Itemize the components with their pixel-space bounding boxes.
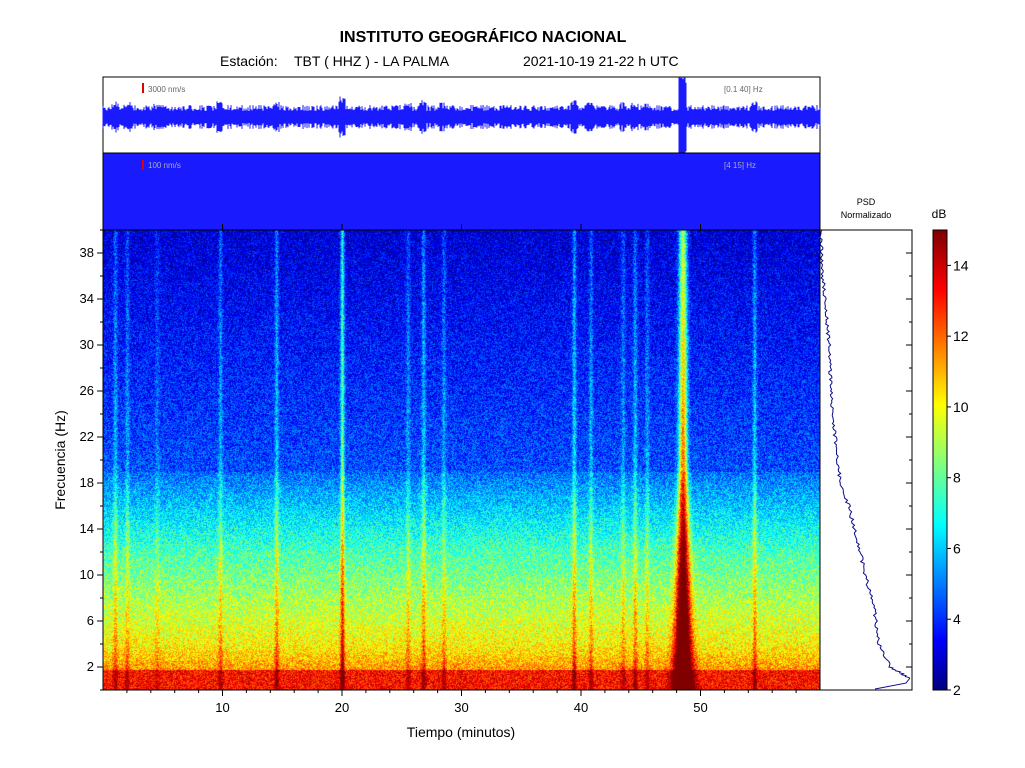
- psd-panel: PSD Normalizado: [819, 197, 913, 691]
- datetime-label: 2021-10-19 21-22 h UTC: [523, 53, 679, 69]
- trace-broadband-band: [0.1 40] Hz: [724, 85, 763, 94]
- spectrogram-image: [103, 230, 820, 690]
- x-tick-label: 50: [693, 700, 707, 715]
- psd-ticks: [906, 229, 912, 691]
- y-tick-label: 22: [80, 429, 94, 444]
- trace-panel-filtered: 100 nm/s [4 15] Hz: [102, 152, 821, 231]
- y-tick-label: 2: [87, 659, 94, 674]
- colorbar-ticks: 2 4 6 8 10 12 14: [947, 257, 969, 698]
- y-tick-label: 26: [80, 383, 94, 398]
- colorbar-tick-label: 14: [953, 257, 969, 273]
- trace-filtered-scale: 100 nm/s: [148, 161, 181, 170]
- station-label: Estación:: [220, 53, 278, 69]
- x-axis-ticks: 10 20 30 40 50: [126, 224, 797, 715]
- colorbar-tick-label: 2: [953, 682, 961, 698]
- colorbar-tick-label: 12: [953, 328, 969, 344]
- psd-subtitle: Normalizado: [841, 210, 892, 220]
- trace-filtered-waveform: [102, 152, 821, 231]
- x-tick-label: 10: [215, 700, 229, 715]
- y-tick-label: 34: [80, 291, 94, 306]
- station-name: TBT ( HHZ ) - LA PALMA: [294, 53, 450, 69]
- x-tick-label: 40: [574, 700, 588, 715]
- colorbar-tick-label: 8: [953, 470, 961, 486]
- trace-panel-broadband: 3000 nm/s [0.1 40] Hz: [102, 76, 821, 154]
- x-tick-label: 30: [454, 700, 468, 715]
- psd-curve: [819, 229, 911, 690]
- y-tick-label: 18: [80, 475, 94, 490]
- colorbar-unit: dB: [932, 207, 947, 221]
- x-tick-label: 20: [335, 700, 349, 715]
- colorbar-gradient: [932, 229, 948, 691]
- colorbar-tick-label: 4: [953, 611, 961, 627]
- y-axis-label: Frecuencia (Hz): [52, 410, 68, 510]
- y-tick-label: 6: [87, 613, 94, 628]
- colorbar-tick-label: 6: [953, 540, 961, 556]
- trace-broadband-scale: 3000 nm/s: [148, 85, 185, 94]
- psd-title: PSD: [857, 197, 876, 207]
- x-axis-label: Tiempo (minutos): [407, 724, 515, 740]
- trace-broadband-waveform: [102, 77, 821, 153]
- scale-bar-marker: [142, 83, 144, 93]
- colorbar-tick-label: 10: [953, 399, 969, 415]
- y-tick-label: 38: [80, 245, 94, 260]
- y-tick-label: 14: [80, 521, 94, 536]
- figure-title: INSTITUTO GEOGRÁFICO NACIONAL: [340, 27, 627, 46]
- y-tick-label: 10: [80, 567, 94, 582]
- trace-filtered-band: [4 15] Hz: [724, 161, 756, 170]
- y-tick-label: 30: [80, 337, 94, 352]
- scale-bar-marker: [142, 160, 144, 170]
- colorbar: dB 2 4 6 8 10 12 14: [932, 207, 969, 698]
